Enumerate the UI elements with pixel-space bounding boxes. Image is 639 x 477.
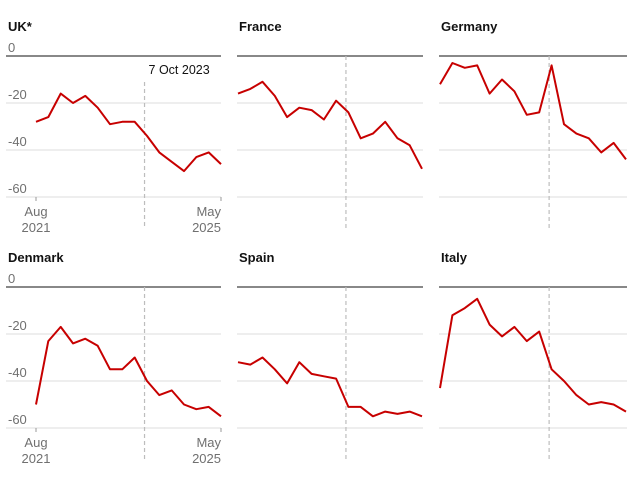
y-tick-label-uk: 0 — [8, 40, 15, 55]
y-tick-label-uk: -20 — [8, 87, 27, 102]
series-line-spain — [237, 356, 423, 418]
series-line-uk — [35, 92, 222, 173]
panel-title-france: France — [239, 19, 282, 34]
series-line-germany — [439, 62, 627, 161]
series-line-france — [237, 80, 423, 170]
x-start-label: Aug — [24, 204, 47, 219]
x-start-label: Aug — [24, 435, 47, 450]
panel-title-italy: Italy — [441, 250, 468, 265]
x-end-label: May — [196, 204, 221, 219]
panel-title-denmark: Denmark — [8, 250, 64, 265]
y-tick-label-uk: -60 — [8, 181, 27, 196]
series-line-italy — [439, 297, 627, 413]
panel-title-uk: UK* — [8, 19, 33, 34]
y-tick-label-uk: -40 — [8, 134, 27, 149]
x-end-label: 2025 — [192, 451, 221, 466]
x-start-label: 2021 — [22, 451, 51, 466]
y-tick-label-denmark: -20 — [8, 318, 27, 333]
panel-title-spain: Spain — [239, 250, 274, 265]
series-line-denmark — [35, 325, 222, 418]
panel-title-germany: Germany — [441, 19, 498, 34]
x-end-label: May — [196, 435, 221, 450]
y-tick-label-denmark: -60 — [8, 412, 27, 427]
event-annotation: 7 Oct 2023 — [149, 63, 210, 77]
y-tick-label-denmark: -40 — [8, 365, 27, 380]
x-start-label: 2021 — [22, 220, 51, 235]
x-end-label: 2025 — [192, 220, 221, 235]
y-tick-label-denmark: 0 — [8, 271, 15, 286]
